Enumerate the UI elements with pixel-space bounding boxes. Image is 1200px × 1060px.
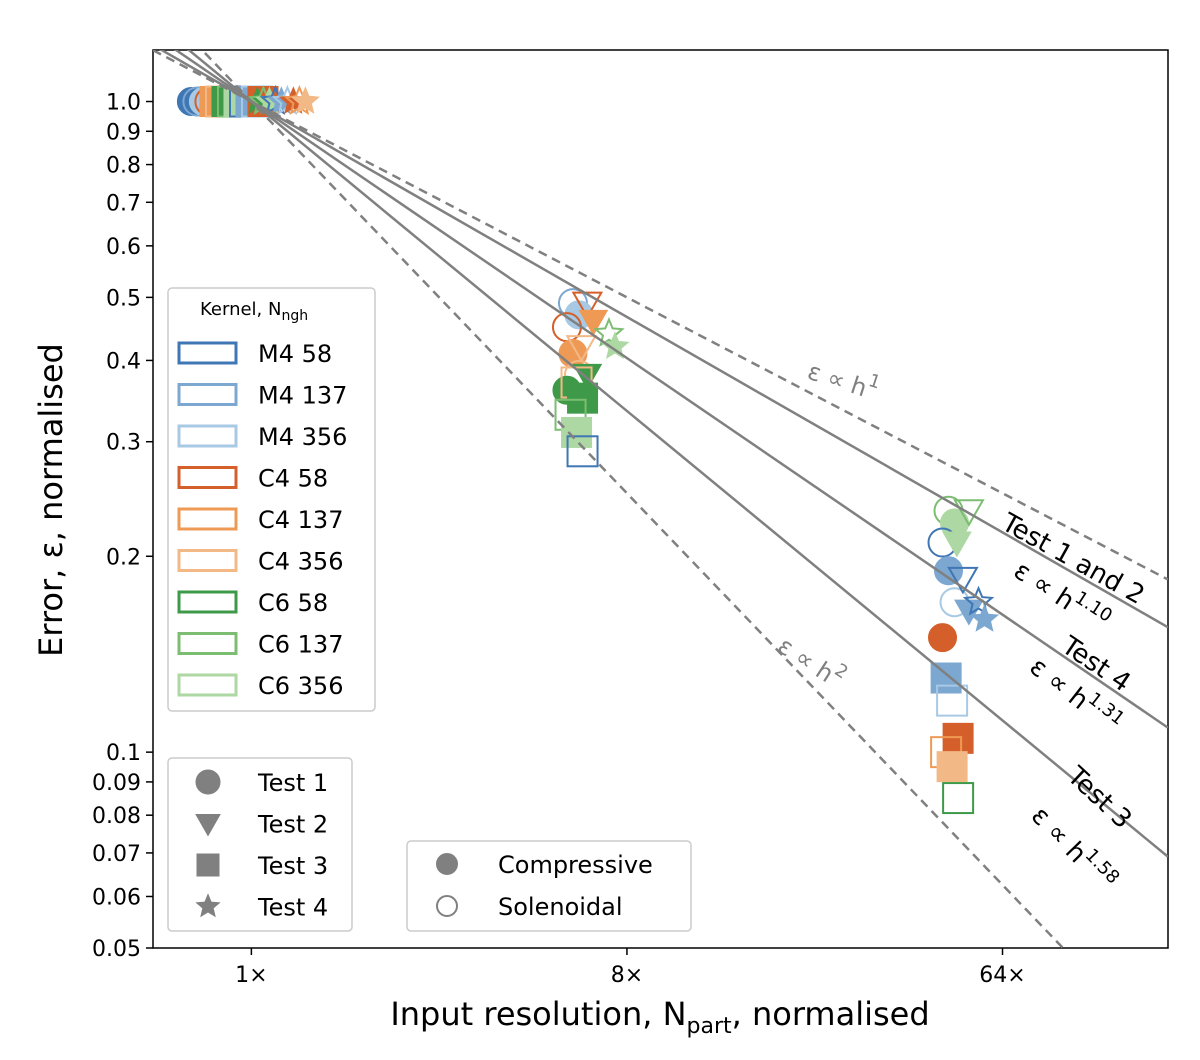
kernel-legend-swatch (177, 632, 238, 655)
marker-legend-symbol (195, 893, 221, 918)
marker-legend-label: Test 4 (257, 894, 328, 922)
kernel-legend-title: Kernel, Nngh (200, 299, 308, 324)
y-tick-label: 0.9 (106, 120, 141, 145)
y-tick-label: 0.05 (92, 937, 141, 962)
data-point-square (942, 722, 974, 754)
marker-legend-label: Test 1 (257, 769, 328, 797)
x-tick-label: 64× (979, 963, 1025, 988)
fill-legend-symbol (436, 853, 458, 875)
y-tick-label: 0.08 (92, 804, 141, 829)
marker-legend: Test 1 Test 2 Test 3 Test 4 (167, 757, 353, 932)
kernel-legend-swatch (177, 383, 238, 406)
fit-line (200, 50, 1065, 948)
kernel-legend-label: C4 356 (258, 548, 343, 576)
data-point-star (962, 585, 995, 616)
x-axis-title: Input resolution, Npart, normalised (390, 995, 929, 1039)
kernel-legend-frame (167, 287, 376, 712)
data-point-square (936, 751, 968, 783)
fill-legend-label: Solenoidal (498, 893, 623, 921)
fit-line (159, 50, 1168, 629)
y-tick-label: 0.3 (106, 431, 141, 456)
fit-line (173, 50, 1168, 729)
data-point-star (290, 86, 320, 114)
y-tick-label: 0.2 (106, 545, 141, 570)
x-tick-label: 1× (235, 963, 267, 988)
kernel-legend-label: C4 58 (258, 465, 328, 493)
marker-legend-label: Test 3 (257, 852, 328, 880)
data-point-triangle (572, 363, 603, 390)
fill-legend-entries: Compressive Solenoidal (436, 851, 653, 921)
y-tick-label: 0.1 (106, 741, 141, 766)
kernel-legend-entries: M4 58 M4 137 M4 356 C4 58 C4 137 C4 356 C6 58 C… (177, 340, 347, 700)
y-tick-label: 0.09 (92, 771, 141, 796)
kernel-legend-label: C4 137 (258, 506, 343, 534)
fit-line (153, 50, 1168, 581)
data-point-triangle (571, 291, 604, 320)
kernel-legend-label: C6 137 (258, 631, 343, 659)
y-tick-label: 0.8 (106, 154, 141, 179)
kernel-legend-label: M4 137 (258, 382, 347, 410)
data-point-triangle (578, 309, 609, 336)
data-point-circle (928, 623, 958, 653)
kernel-legend-label: C6 58 (258, 589, 328, 617)
x-tick-label: 8× (611, 963, 643, 988)
y-tick-label: 0.7 (106, 191, 141, 216)
data-point-triangle (565, 335, 598, 363)
kernel-legend-swatch (177, 341, 238, 365)
y-tick-label: 0.06 (92, 885, 141, 910)
data-point-star (969, 604, 1000, 632)
kernel-legend-swatch (177, 424, 238, 448)
y-axis-title: Error, ε, normalised (32, 343, 70, 657)
data-point-square (936, 684, 969, 717)
data-point-triangle (953, 499, 985, 527)
fill-legend-symbol (436, 895, 458, 917)
data-point-square (930, 662, 962, 694)
x-axis-title-sub: part (687, 1014, 732, 1039)
fill-legend-frame (406, 840, 692, 932)
kernel-legend-swatch (177, 466, 238, 489)
fit-line (186, 50, 1168, 858)
kernel-legend-swatch (177, 673, 238, 697)
fill-legend-label: Compressive (498, 851, 653, 879)
data-point-square (566, 435, 599, 468)
y-tick-label: 1.0 (106, 91, 141, 116)
marker-legend-symbol (196, 853, 220, 877)
marker-legend-label: Test 2 (257, 811, 328, 839)
data-point-star (593, 316, 625, 347)
y-tick-label: 0.6 (106, 235, 141, 260)
y-tick-label: 0.5 (106, 286, 141, 311)
fill-legend: Compressive Solenoidal (406, 840, 692, 932)
kernel-legend-label: C6 356 (258, 672, 343, 700)
kernel-legend-swatch (177, 549, 238, 572)
kernel-legend-swatch (177, 507, 238, 531)
marker-legend-symbol (195, 814, 221, 837)
y-tick-label: 0.4 (106, 349, 141, 374)
x-axis-ticks: 1× 8× 64× (235, 948, 1026, 988)
data-point-triangle (942, 531, 972, 558)
y-tick-label: 0.07 (92, 842, 141, 867)
kernel-legend-swatch (177, 590, 238, 614)
kernel-legend-label: M4 58 (258, 340, 332, 368)
data-point-square (567, 382, 599, 414)
data-point-triangle (947, 566, 979, 595)
kernel-legend-label: M4 356 (258, 423, 347, 451)
marker-legend-frame (167, 757, 353, 932)
marker-legend-symbol (195, 769, 221, 795)
y-axis-ticks: 1.0 0.9 0.8 0.7 0.6 0.5 0.4 0.3 0.2 0.1 0.09 0.08 0.… (92, 91, 153, 962)
kernel-legend: Kernel, Nngh M4 58 M4 137 M4 356 C4 58 C4 13… (167, 287, 376, 712)
data-point-square (561, 416, 593, 448)
marker-legend-entries: Test 1 Test 2 Test 3 Test 4 (195, 769, 328, 922)
data-point-square (942, 782, 975, 815)
